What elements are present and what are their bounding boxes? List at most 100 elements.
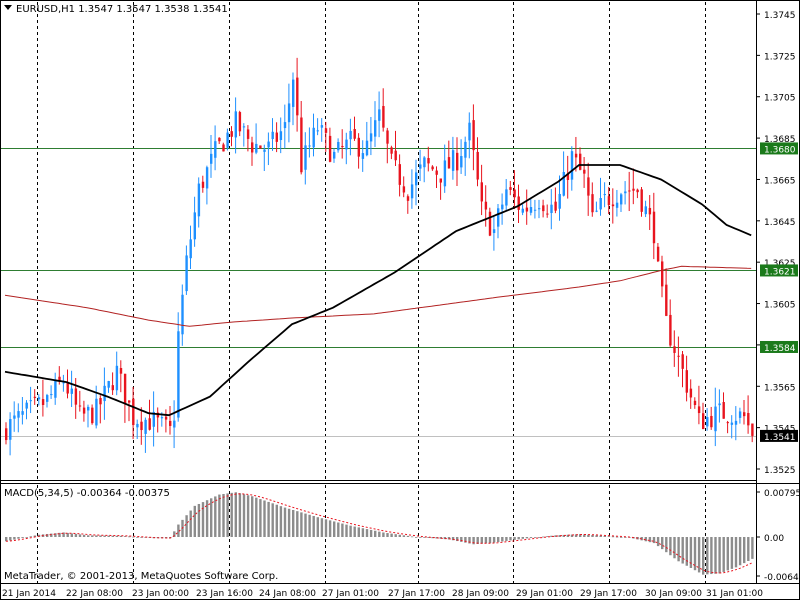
candle-bull[interactable] xyxy=(152,411,155,427)
candle-bear[interactable] xyxy=(611,204,615,207)
candle-bear[interactable] xyxy=(164,416,168,420)
candle-bull[interactable] xyxy=(54,380,57,398)
candle-bear[interactable] xyxy=(607,196,611,206)
candle-bear[interactable] xyxy=(78,405,82,407)
candle-bear[interactable] xyxy=(484,201,488,210)
candle-bull[interactable] xyxy=(333,151,336,159)
candle-bull[interactable] xyxy=(443,160,447,187)
candle-bear[interactable] xyxy=(169,420,172,426)
candle-bull[interactable] xyxy=(529,207,533,213)
candle-bear[interactable] xyxy=(398,164,401,185)
candle-bear[interactable] xyxy=(259,145,262,149)
candle-bear[interactable] xyxy=(513,189,516,198)
candle-bear[interactable] xyxy=(685,370,688,393)
candle-bull[interactable] xyxy=(87,406,90,411)
candle-bear[interactable] xyxy=(406,196,410,201)
candle-bear[interactable] xyxy=(119,368,123,374)
candle-bull[interactable] xyxy=(308,145,311,147)
candle-bull[interactable] xyxy=(558,193,561,209)
candle-bear[interactable] xyxy=(382,106,385,128)
candle-bull[interactable] xyxy=(361,153,365,159)
candle-bull[interactable] xyxy=(95,398,98,426)
candle-bull[interactable] xyxy=(316,130,319,132)
candle-bear[interactable] xyxy=(628,190,631,192)
candle-bear[interactable] xyxy=(41,399,45,406)
candle-bull[interactable] xyxy=(271,131,274,140)
candle-bear[interactable] xyxy=(488,211,492,236)
candle-bear[interactable] xyxy=(579,153,582,170)
candle-bull[interactable] xyxy=(497,208,500,227)
candle-bull[interactable] xyxy=(21,411,24,415)
candle-bull[interactable] xyxy=(136,423,139,428)
candle-bear[interactable] xyxy=(722,402,725,419)
candle-bull[interactable] xyxy=(718,403,721,406)
candle-bull[interactable] xyxy=(419,164,422,169)
candle-bull[interactable] xyxy=(185,255,188,292)
candle-bull[interactable] xyxy=(267,141,270,148)
candle-bull[interactable] xyxy=(197,183,201,217)
candle-bull[interactable] xyxy=(337,141,340,151)
candle-bear[interactable] xyxy=(661,261,664,287)
candle-bear[interactable] xyxy=(427,158,430,164)
candle-bull[interactable] xyxy=(378,109,381,121)
candle-bear[interactable] xyxy=(587,177,590,196)
candle-bear[interactable] xyxy=(99,398,102,405)
candle-bear[interactable] xyxy=(710,415,713,428)
candle-bull[interactable] xyxy=(615,202,619,208)
candle-bear[interactable] xyxy=(132,398,135,426)
candle-bull[interactable] xyxy=(70,388,73,394)
candle-bear[interactable] xyxy=(402,186,406,193)
candle-bear[interactable] xyxy=(480,182,483,202)
candle-bear[interactable] xyxy=(5,428,8,441)
candle-bear[interactable] xyxy=(542,205,545,212)
candle-bear[interactable] xyxy=(66,382,69,394)
candle-bear[interactable] xyxy=(632,188,635,191)
candle-bull[interactable] xyxy=(312,127,315,148)
candle-bear[interactable] xyxy=(324,128,328,133)
candle-bear[interactable] xyxy=(648,207,652,215)
candle-bull[interactable] xyxy=(234,111,237,138)
candle-bull[interactable] xyxy=(263,149,266,152)
candle-bull[interactable] xyxy=(730,422,734,425)
candle-bear[interactable] xyxy=(431,166,434,170)
candle-bear[interactable] xyxy=(275,132,278,142)
candle-bear[interactable] xyxy=(111,385,114,391)
candle-bear[interactable] xyxy=(238,112,242,132)
candle-bear[interactable] xyxy=(554,201,557,211)
candle-bull[interactable] xyxy=(304,145,307,170)
candle-bull[interactable] xyxy=(570,151,574,180)
candle-bull[interactable] xyxy=(189,239,192,259)
candle-bull[interactable] xyxy=(521,208,524,213)
candle-bull[interactable] xyxy=(255,143,258,153)
candle-bull[interactable] xyxy=(533,209,537,211)
candle-bear[interactable] xyxy=(681,354,684,369)
candle-bear[interactable] xyxy=(123,373,127,405)
candle-bull[interactable] xyxy=(46,395,49,402)
candle-bear[interactable] xyxy=(91,407,94,424)
candle-bear[interactable] xyxy=(357,137,360,157)
candle-bull[interactable] xyxy=(103,385,106,402)
candle-bear[interactable] xyxy=(246,129,250,139)
candle-bull[interactable] xyxy=(107,381,110,388)
candle-bull[interactable] xyxy=(738,411,742,418)
candle-bear[interactable] xyxy=(341,145,344,147)
candle-bear[interactable] xyxy=(693,400,697,406)
candle-bull[interactable] xyxy=(181,294,184,335)
candle-bull[interactable] xyxy=(283,122,287,129)
candle-bull[interactable] xyxy=(460,156,463,168)
candle-bull[interactable] xyxy=(492,229,496,234)
candle-bull[interactable] xyxy=(25,402,28,409)
candle-bear[interactable] xyxy=(566,173,570,180)
candle-bear[interactable] xyxy=(574,153,578,158)
candle-bear[interactable] xyxy=(665,284,668,316)
candle-bear[interactable] xyxy=(435,170,438,175)
candle-bull[interactable] xyxy=(17,411,20,418)
candle-bear[interactable] xyxy=(743,412,746,417)
candle-bull[interactable] xyxy=(37,397,41,400)
candle-bull[interactable] xyxy=(464,141,467,158)
candle-bull[interactable] xyxy=(242,126,246,128)
candle-bear[interactable] xyxy=(296,77,299,116)
candle-bear[interactable] xyxy=(82,407,86,414)
candle-bull[interactable] xyxy=(538,208,541,210)
candle-bear[interactable] xyxy=(201,181,205,188)
